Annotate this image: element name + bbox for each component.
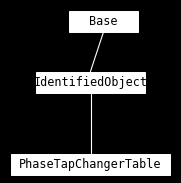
FancyBboxPatch shape [36,72,145,93]
FancyBboxPatch shape [11,154,170,175]
FancyBboxPatch shape [69,11,138,32]
Text: IdentifiedObject: IdentifiedObject [33,76,148,89]
Text: PhaseTapChangerTable: PhaseTapChangerTable [19,158,162,171]
Text: Base: Base [89,15,117,29]
